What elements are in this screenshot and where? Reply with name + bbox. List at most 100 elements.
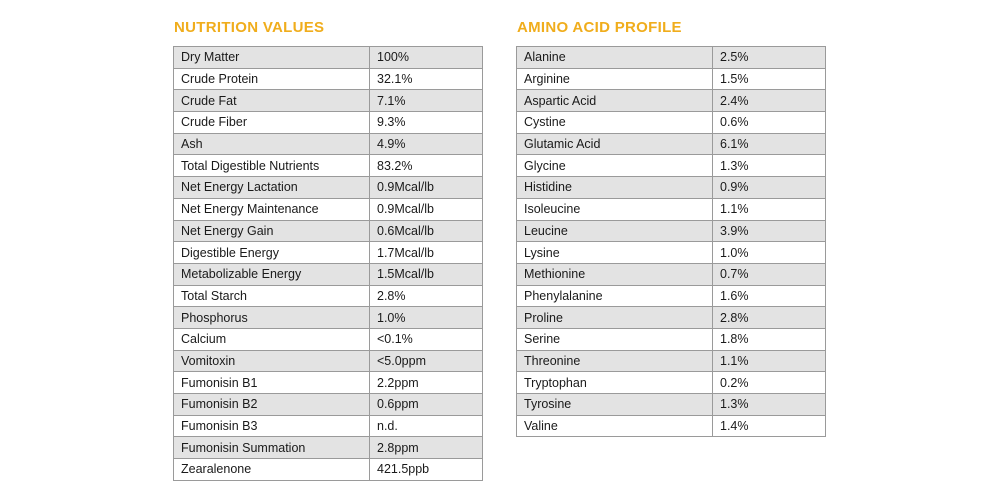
row-label: Digestible Energy	[173, 241, 370, 264]
table-row: Serine 1.8%	[516, 327, 826, 351]
row-label: Fumonisin Summation	[173, 436, 370, 460]
row-value: 3.9%	[712, 219, 826, 243]
row-value: 1.7Mcal/lb	[369, 241, 483, 264]
row-value: 2.5%	[712, 46, 826, 69]
row-value: 4.9%	[369, 132, 483, 156]
row-label: Crude Protein	[173, 67, 370, 91]
row-value: 1.1%	[712, 349, 826, 373]
row-value: 0.7%	[712, 262, 826, 286]
row-value: 0.6%	[712, 111, 826, 134]
amino-acid-profile-section: AMINO ACID PROFILE Alanine 2.5% Arginine 1.…	[516, 18, 826, 438]
row-value: 1.5Mcal/lb	[369, 262, 483, 286]
table-row: Fumonisin B3 n.d.	[173, 414, 483, 438]
row-value: 1.0%	[712, 241, 826, 264]
row-label: Net Energy Maintenance	[173, 197, 370, 221]
table-row: Fumonisin B1 2.2ppm	[173, 371, 483, 394]
amino-acid-profile-title: AMINO ACID PROFILE	[517, 19, 682, 36]
row-label: Aspartic Acid	[516, 89, 713, 113]
table-row: Fumonisin B2 0.6ppm	[173, 393, 483, 416]
row-value: 1.4%	[712, 414, 826, 438]
table-row: Dry Matter 100%	[173, 46, 483, 69]
table-row: Crude Fat 7.1%	[173, 89, 483, 113]
row-value: 9.3%	[369, 111, 483, 134]
table-row: Net Energy Maintenance 0.9Mcal/lb	[173, 197, 483, 221]
row-value: 0.9Mcal/lb	[369, 197, 483, 221]
row-label: Alanine	[516, 46, 713, 69]
table-row: Isoleucine 1.1%	[516, 197, 826, 221]
row-label: Fumonisin B1	[173, 371, 370, 394]
row-value: 2.8ppm	[369, 436, 483, 460]
row-value: 6.1%	[712, 132, 826, 156]
nutrition-values-title: NUTRITION VALUES	[174, 19, 325, 36]
row-label: Total Digestible Nutrients	[173, 154, 370, 178]
row-value: 421.5ppb	[369, 458, 483, 481]
row-value: 1.3%	[712, 393, 826, 416]
row-label: Leucine	[516, 219, 713, 243]
row-value: 1.8%	[712, 327, 826, 351]
row-label: Threonine	[516, 349, 713, 373]
table-row: Calcium <0.1%	[173, 327, 483, 351]
row-label: Fumonisin B3	[173, 414, 370, 438]
table-row: Phenylalanine 1.6%	[516, 284, 826, 308]
row-value: <0.1%	[369, 327, 483, 351]
row-value: 1.3%	[712, 154, 826, 178]
row-value: 100%	[369, 46, 483, 69]
row-label: Histidine	[516, 176, 713, 199]
row-label: Net Energy Gain	[173, 219, 370, 243]
table-row: Glycine 1.3%	[516, 154, 826, 178]
nutrition-table-body: Dry Matter 100% Crude Protein 32.1% Crude Fa…	[173, 46, 483, 481]
table-row: Net Energy Gain 0.6Mcal/lb	[173, 219, 483, 243]
row-label: Crude Fiber	[173, 111, 370, 134]
row-label: Calcium	[173, 327, 370, 351]
table-row: Arginine 1.5%	[516, 67, 826, 91]
row-label: Ash	[173, 132, 370, 156]
row-value: 0.2%	[712, 371, 826, 394]
row-label: Metabolizable Energy	[173, 262, 370, 286]
row-label: Dry Matter	[173, 46, 370, 69]
table-row: Total Digestible Nutrients 83.2%	[173, 154, 483, 178]
row-value: 0.6Mcal/lb	[369, 219, 483, 243]
table-row: Glutamic Acid 6.1%	[516, 132, 826, 156]
row-value: 2.4%	[712, 89, 826, 113]
row-label: Isoleucine	[516, 197, 713, 221]
row-value: 2.8%	[369, 284, 483, 308]
row-value: 1.1%	[712, 197, 826, 221]
row-value: 0.9%	[712, 176, 826, 199]
row-label: Phenylalanine	[516, 284, 713, 308]
row-label: Vomitoxin	[173, 349, 370, 373]
table-row: Digestible Energy 1.7Mcal/lb	[173, 241, 483, 264]
table-row: Zearalenone 421.5ppb	[173, 458, 483, 481]
table-row: Alanine 2.5%	[516, 46, 826, 69]
row-value: 7.1%	[369, 89, 483, 113]
row-value: <5.0ppm	[369, 349, 483, 373]
table-row: Vomitoxin <5.0ppm	[173, 349, 483, 373]
table-row: Crude Protein 32.1%	[173, 67, 483, 91]
row-value: n.d.	[369, 414, 483, 438]
table-row: Cystine 0.6%	[516, 111, 826, 134]
row-label: Cystine	[516, 111, 713, 134]
table-row: Methionine 0.7%	[516, 262, 826, 286]
row-label: Tyrosine	[516, 393, 713, 416]
table-row: Phosphorus 1.0%	[173, 306, 483, 329]
row-label: Glutamic Acid	[516, 132, 713, 156]
table-row: Metabolizable Energy 1.5Mcal/lb	[173, 262, 483, 286]
row-value: 1.5%	[712, 67, 826, 91]
row-label: Lysine	[516, 241, 713, 264]
nutrition-values-table: Dry Matter 100% Crude Protein 32.1% Crude Fa…	[173, 46, 483, 481]
row-label: Fumonisin B2	[173, 393, 370, 416]
row-label: Zearalenone	[173, 458, 370, 481]
table-row: Aspartic Acid 2.4%	[516, 89, 826, 113]
amino-table-body: Alanine 2.5% Arginine 1.5% Aspartic Acid 2.4%…	[516, 46, 826, 438]
row-label: Crude Fat	[173, 89, 370, 113]
row-label: Serine	[516, 327, 713, 351]
table-row: Proline 2.8%	[516, 306, 826, 329]
row-label: Proline	[516, 306, 713, 329]
row-label: Net Energy Lactation	[173, 176, 370, 199]
row-label: Valine	[516, 414, 713, 438]
row-label: Phosphorus	[173, 306, 370, 329]
table-row: Ash 4.9%	[173, 132, 483, 156]
amino-acid-profile-table: Alanine 2.5% Arginine 1.5% Aspartic Acid 2.4%…	[516, 46, 826, 438]
nutrition-values-section: NUTRITION VALUES Dry Matter 100% Crude Pro…	[173, 18, 483, 481]
row-value: 2.2ppm	[369, 371, 483, 394]
row-value: 0.9Mcal/lb	[369, 176, 483, 199]
